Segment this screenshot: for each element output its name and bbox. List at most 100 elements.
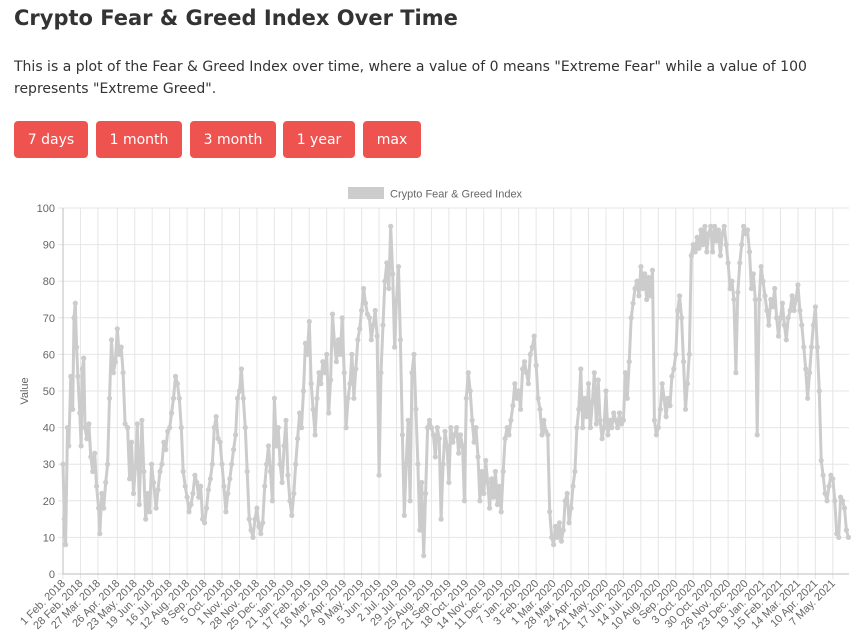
data-point xyxy=(370,322,376,328)
data-point xyxy=(549,534,555,540)
data-point xyxy=(442,428,448,434)
data-point xyxy=(657,406,663,412)
y-tick-label: 60 xyxy=(43,349,55,361)
data-point xyxy=(830,476,836,482)
data-point xyxy=(521,359,528,365)
data-point xyxy=(434,425,440,431)
data-point xyxy=(426,417,433,423)
data-point xyxy=(114,326,120,332)
data-point xyxy=(304,351,310,357)
range-max-button[interactable]: max xyxy=(363,121,421,158)
data-point xyxy=(101,505,107,511)
data-point xyxy=(477,498,483,504)
data-point xyxy=(669,373,675,379)
data-point xyxy=(636,293,642,299)
data-point xyxy=(733,370,739,376)
data-point xyxy=(209,461,215,467)
data-point xyxy=(409,370,415,376)
data-point xyxy=(642,271,648,277)
data-point xyxy=(487,505,493,511)
data-point xyxy=(566,520,572,526)
data-point xyxy=(353,366,359,372)
data-point xyxy=(78,443,84,449)
data-point xyxy=(710,249,716,255)
data-point xyxy=(188,501,194,508)
data-point xyxy=(141,468,147,475)
data-point xyxy=(723,242,729,248)
data-point xyxy=(368,337,374,343)
range-1-month-button[interactable]: 1 month xyxy=(96,121,182,158)
data-point xyxy=(184,494,190,500)
data-point xyxy=(562,498,568,504)
data-point xyxy=(450,439,456,445)
data-point xyxy=(269,498,275,504)
data-point xyxy=(779,300,786,306)
data-point xyxy=(775,333,782,339)
data-point xyxy=(754,432,760,438)
data-point xyxy=(293,461,299,467)
y-tick-label: 90 xyxy=(43,240,55,252)
data-point xyxy=(459,443,466,449)
data-point xyxy=(233,432,239,438)
range-1-year-button[interactable]: 1 year xyxy=(283,121,355,158)
data-point xyxy=(547,509,553,515)
data-point xyxy=(552,523,559,529)
data-point xyxy=(715,227,722,233)
data-point xyxy=(221,483,227,489)
data-point xyxy=(667,403,673,409)
y-tick-label: 40 xyxy=(43,423,55,435)
data-point xyxy=(438,516,444,522)
data-point xyxy=(238,366,244,372)
data-point xyxy=(217,439,223,445)
range-7-days-button[interactable]: 7 days xyxy=(14,121,88,158)
data-point xyxy=(96,505,102,511)
chart-legend: Crypto Fear & Greed Index xyxy=(348,187,523,201)
data-point xyxy=(655,425,661,431)
data-point xyxy=(758,264,764,270)
data-point xyxy=(298,425,305,431)
data-point xyxy=(256,523,262,529)
data-point xyxy=(203,505,210,511)
data-point xyxy=(529,344,535,350)
data-point xyxy=(525,381,532,387)
data-point xyxy=(490,494,497,500)
data-point xyxy=(407,498,413,504)
data-point xyxy=(814,344,820,350)
data-point xyxy=(527,351,533,357)
data-point xyxy=(362,300,369,306)
data-point xyxy=(523,370,530,376)
data-point xyxy=(213,414,219,420)
data-point xyxy=(783,337,789,343)
data-point xyxy=(71,315,77,321)
data-point xyxy=(694,234,700,240)
data-point xyxy=(582,395,588,401)
data-point xyxy=(584,414,590,420)
data-point xyxy=(289,512,295,518)
data-point xyxy=(836,534,842,540)
data-point xyxy=(801,344,807,350)
data-point xyxy=(810,322,817,328)
data-point xyxy=(807,370,813,376)
data-point xyxy=(609,425,615,431)
data-point xyxy=(240,395,246,401)
data-point xyxy=(242,425,248,431)
data-point xyxy=(739,242,745,248)
data-point xyxy=(822,490,828,497)
y-tick-label: 0 xyxy=(49,569,55,581)
data-point xyxy=(512,381,518,387)
data-point xyxy=(646,274,652,281)
data-point xyxy=(229,461,235,467)
data-point xyxy=(702,223,708,229)
data-point xyxy=(628,315,634,321)
range-3-month-button[interactable]: 3 month xyxy=(190,121,276,158)
data-point xyxy=(651,417,658,423)
data-point xyxy=(279,479,285,486)
data-point xyxy=(198,483,204,489)
data-point xyxy=(461,498,467,504)
data-point xyxy=(159,461,165,467)
data-point xyxy=(145,490,151,497)
data-point xyxy=(560,527,566,533)
data-point xyxy=(489,476,495,482)
data-point xyxy=(351,395,357,401)
data-point xyxy=(130,490,137,497)
